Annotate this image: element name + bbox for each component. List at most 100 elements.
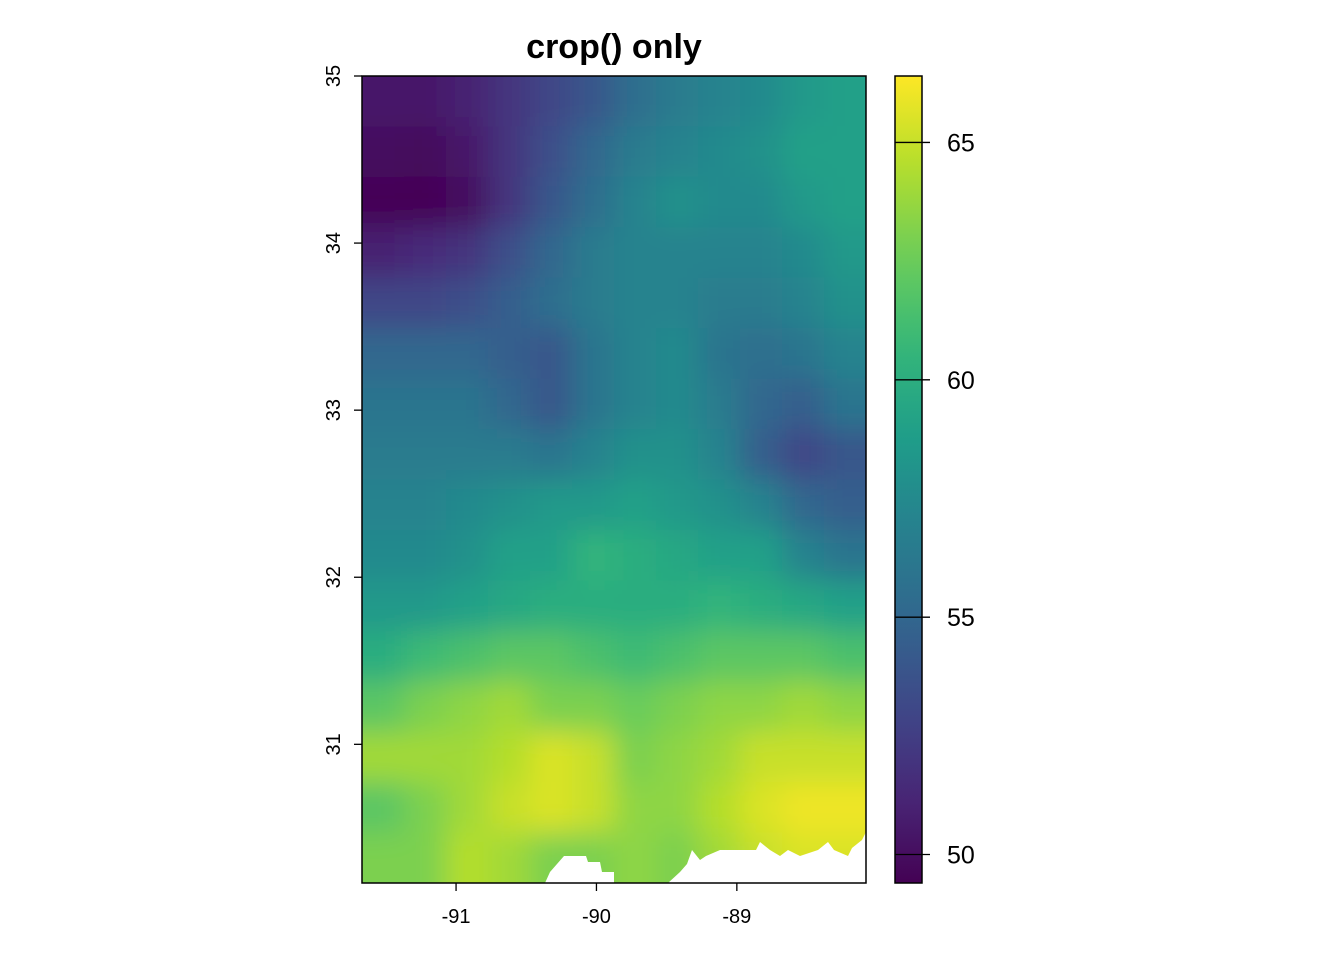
raster-cell bbox=[824, 580, 866, 632]
raster-cell bbox=[404, 277, 447, 329]
raster-cell bbox=[404, 126, 447, 178]
raster-cell bbox=[362, 277, 405, 329]
raster-cell bbox=[446, 731, 489, 783]
raster-cell bbox=[362, 227, 405, 279]
chart-title: crop() only bbox=[526, 28, 702, 66]
raster-cell bbox=[362, 832, 405, 883]
raster-cell bbox=[572, 227, 615, 279]
raster-cell bbox=[572, 681, 615, 733]
raster-cell bbox=[782, 681, 825, 733]
raster-cell bbox=[530, 328, 573, 380]
raster-cell bbox=[530, 429, 573, 481]
raster-cell bbox=[404, 378, 447, 430]
raster-cell bbox=[782, 630, 825, 682]
raster-cell bbox=[698, 681, 741, 733]
y-axis: 31 32 33 34 35 bbox=[323, 65, 362, 755]
raster-cell bbox=[824, 429, 866, 481]
raster-cell bbox=[488, 782, 531, 834]
raster-cell bbox=[362, 176, 405, 228]
raster-cell bbox=[614, 277, 657, 329]
raster-cell bbox=[698, 731, 741, 783]
raster-cell bbox=[362, 731, 405, 783]
colorbar-tick-label: 60 bbox=[947, 367, 975, 395]
raster-cell bbox=[656, 76, 699, 128]
raster-cell bbox=[362, 378, 405, 430]
raster-cell bbox=[656, 580, 699, 632]
raster-cell bbox=[362, 580, 405, 632]
raster-cell bbox=[446, 630, 489, 682]
raster-cell bbox=[404, 681, 447, 733]
raster-cell bbox=[782, 126, 825, 178]
raster-cell bbox=[446, 378, 489, 430]
raster-cell bbox=[404, 76, 447, 128]
raster-cell bbox=[656, 630, 699, 682]
raster-cell bbox=[446, 429, 489, 481]
raster-cell bbox=[782, 176, 825, 228]
raster-cell bbox=[656, 782, 699, 834]
x-tick-label: -90 bbox=[582, 906, 611, 928]
raster-cell bbox=[530, 681, 573, 733]
raster-cell bbox=[614, 429, 657, 481]
raster-cell bbox=[446, 76, 489, 128]
raster-cell bbox=[614, 782, 657, 834]
raster-cell bbox=[656, 731, 699, 783]
raster-cell bbox=[698, 782, 741, 834]
raster-cell bbox=[698, 76, 741, 128]
colorbar-tick-label: 50 bbox=[947, 842, 975, 870]
raster-cell bbox=[404, 176, 447, 228]
raster-cell bbox=[572, 580, 615, 632]
raster-cell bbox=[698, 176, 741, 228]
raster-cell bbox=[488, 580, 531, 632]
y-tick-label: 31 bbox=[323, 733, 345, 755]
raster-cell bbox=[404, 832, 447, 883]
raster-cell bbox=[530, 782, 573, 834]
raster-cell bbox=[572, 731, 615, 783]
raster-cell bbox=[614, 479, 657, 531]
raster-cell bbox=[782, 277, 825, 329]
raster-cell bbox=[404, 630, 447, 682]
raster-cell bbox=[824, 277, 866, 329]
raster-cell bbox=[740, 479, 783, 531]
raster-cell bbox=[446, 479, 489, 531]
raster-cell bbox=[782, 429, 825, 481]
raster-cell bbox=[488, 731, 531, 783]
raster-cell bbox=[782, 76, 825, 128]
raster-cell bbox=[446, 681, 489, 733]
raster-cell bbox=[530, 529, 573, 581]
raster-cell bbox=[446, 529, 489, 581]
raster-cell bbox=[824, 227, 866, 279]
raster-cell bbox=[782, 782, 825, 834]
raster-cell bbox=[614, 126, 657, 178]
x-tick-label: -91 bbox=[442, 906, 471, 928]
raster-cell bbox=[488, 126, 531, 178]
raster-cell bbox=[446, 832, 489, 883]
raster-cell bbox=[488, 630, 531, 682]
raster-cell bbox=[656, 328, 699, 380]
raster-cell bbox=[656, 227, 699, 279]
raster-cell bbox=[530, 731, 573, 783]
raster-cell bbox=[572, 429, 615, 481]
raster-cell bbox=[740, 529, 783, 581]
raster-cell bbox=[740, 782, 783, 834]
raster-cell bbox=[572, 782, 615, 834]
raster-cell bbox=[446, 277, 489, 329]
raster-cell bbox=[824, 378, 866, 430]
raster-cell bbox=[530, 76, 573, 128]
raster-cell bbox=[446, 126, 489, 178]
raster-cell bbox=[824, 328, 866, 380]
raster-cell bbox=[362, 126, 405, 178]
raster-cell bbox=[656, 529, 699, 581]
raster-cell bbox=[698, 630, 741, 682]
raster-cell bbox=[698, 378, 741, 430]
raster-cell bbox=[572, 277, 615, 329]
raster-cell bbox=[740, 277, 783, 329]
raster-cell bbox=[656, 378, 699, 430]
raster-cell bbox=[488, 176, 531, 228]
raster-cell bbox=[740, 126, 783, 178]
raster-cell bbox=[698, 227, 741, 279]
raster-cell bbox=[824, 529, 866, 581]
raster-cell bbox=[656, 277, 699, 329]
raster-cell bbox=[488, 479, 531, 531]
raster-cell bbox=[614, 832, 657, 883]
